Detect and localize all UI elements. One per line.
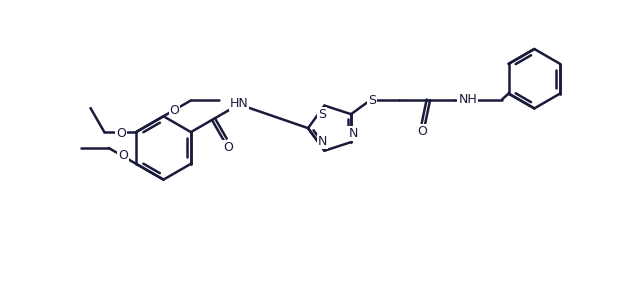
Text: N: N <box>349 127 358 140</box>
Text: O: O <box>223 141 233 154</box>
Text: S: S <box>368 94 376 107</box>
Text: O: O <box>118 149 128 162</box>
Text: S: S <box>319 108 327 121</box>
Text: O: O <box>169 104 179 117</box>
Text: NH: NH <box>458 93 477 106</box>
Text: O: O <box>116 127 126 140</box>
Text: O: O <box>417 126 426 139</box>
Text: N: N <box>318 135 327 148</box>
Text: HN: HN <box>229 97 248 110</box>
